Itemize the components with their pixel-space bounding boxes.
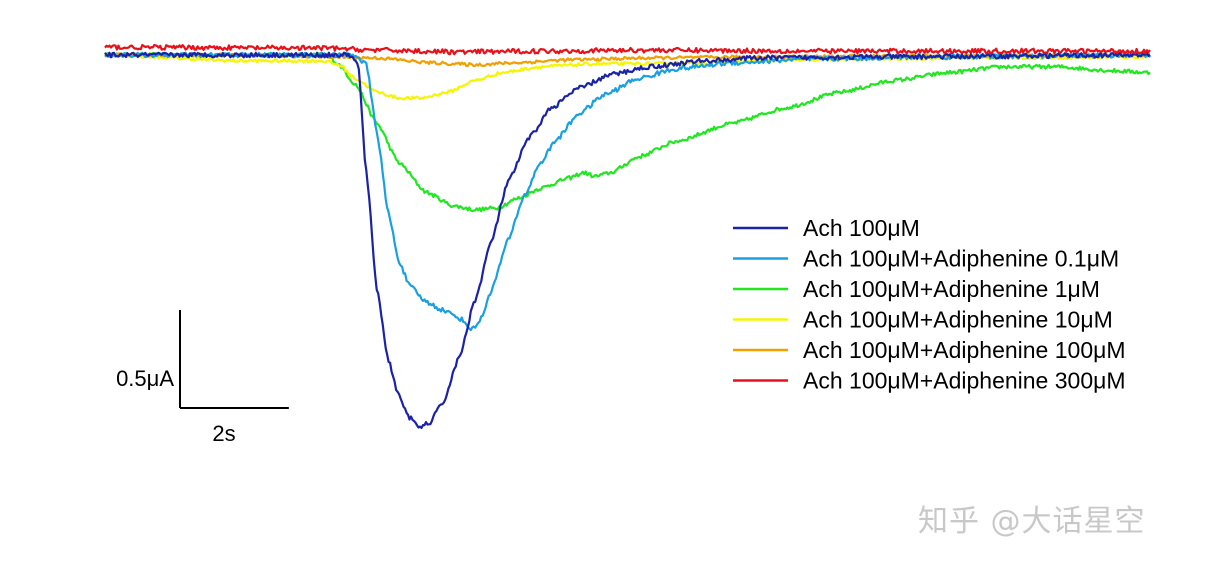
legend-label-6: Ach 100μM+Adiphenine 300μM [803, 368, 1126, 394]
watermark: 知乎 @大话星空 [918, 504, 1146, 539]
legend-label-3: Ach 100μM+Adiphenine 1μM [803, 276, 1100, 302]
legend: Ach 100μM Ach 100μM+Adiphenine 0.1μM Ach 1… [733, 215, 1126, 394]
scale-bar-x-label: 2s [212, 421, 235, 446]
trace-series-4 [104, 53, 1151, 101]
scale-bar: 0.5μA 2s [116, 310, 289, 446]
trace-series-1 [104, 51, 1151, 429]
trace-group [104, 43, 1151, 429]
scale-bar-y-label: 0.5μA [116, 366, 174, 391]
legend-label-5: Ach 100μM+Adiphenine 100μM [803, 337, 1126, 363]
legend-label-4: Ach 100μM+Adiphenine 10μM [803, 307, 1113, 333]
trace-series-6 [104, 43, 1151, 56]
legend-label-2: Ach 100μM+Adiphenine 0.1μM [803, 246, 1119, 272]
legend-label-1: Ach 100μM [803, 215, 920, 241]
trace-series-3 [104, 52, 1151, 213]
